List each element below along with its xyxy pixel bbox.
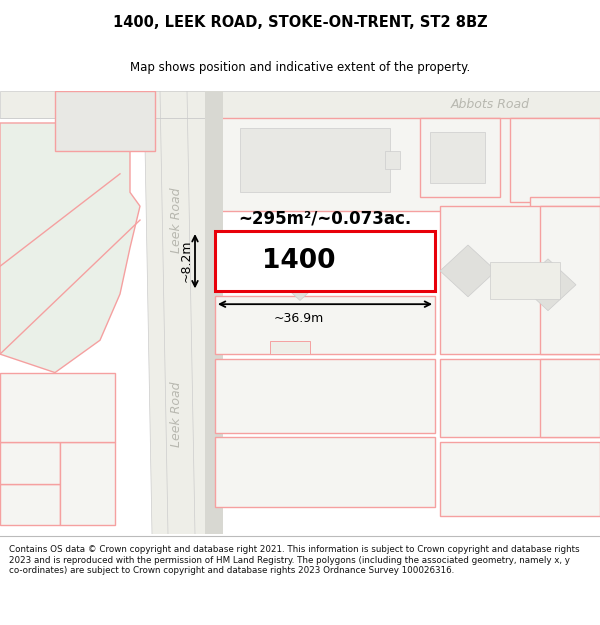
Polygon shape — [144, 91, 215, 534]
Bar — [215, 231, 435, 291]
Text: Leek Road: Leek Road — [170, 381, 182, 447]
Text: ~295m²/~0.073ac.: ~295m²/~0.073ac. — [238, 209, 412, 227]
Bar — [215, 359, 435, 432]
Text: ~36.9m: ~36.9m — [274, 312, 324, 326]
Polygon shape — [0, 123, 140, 372]
Bar — [0, 91, 600, 118]
Text: Map shows position and indicative extent of the property.: Map shows position and indicative extent… — [130, 61, 470, 74]
Bar — [55, 91, 155, 151]
Bar — [430, 132, 485, 183]
Bar — [530, 197, 600, 220]
Bar — [240, 127, 390, 192]
Polygon shape — [440, 245, 496, 297]
Bar — [540, 206, 600, 354]
Bar — [540, 359, 600, 438]
Bar — [215, 118, 600, 211]
Bar — [0, 372, 115, 442]
Bar — [440, 442, 600, 516]
Bar — [215, 438, 435, 507]
Bar — [270, 341, 310, 354]
Polygon shape — [268, 241, 332, 301]
Text: 1400: 1400 — [262, 248, 335, 274]
Bar — [420, 118, 500, 197]
Bar — [440, 359, 600, 438]
Bar — [0, 484, 60, 525]
Bar — [385, 151, 400, 169]
Bar — [205, 91, 223, 534]
Bar — [440, 206, 600, 354]
Text: 1400, LEEK ROAD, STOKE-ON-TRENT, ST2 8BZ: 1400, LEEK ROAD, STOKE-ON-TRENT, ST2 8BZ — [113, 15, 487, 30]
Text: Leek Road: Leek Road — [170, 188, 182, 253]
Text: ~8.2m: ~8.2m — [180, 240, 193, 282]
Bar — [215, 296, 435, 354]
Bar — [215, 231, 435, 291]
Bar — [0, 442, 60, 484]
Bar — [60, 442, 115, 525]
Bar — [490, 262, 560, 299]
Text: Abbots Road: Abbots Road — [451, 98, 530, 111]
Bar — [510, 118, 600, 201]
Text: Contains OS data © Crown copyright and database right 2021. This information is : Contains OS data © Crown copyright and d… — [9, 545, 580, 575]
Polygon shape — [520, 259, 576, 311]
